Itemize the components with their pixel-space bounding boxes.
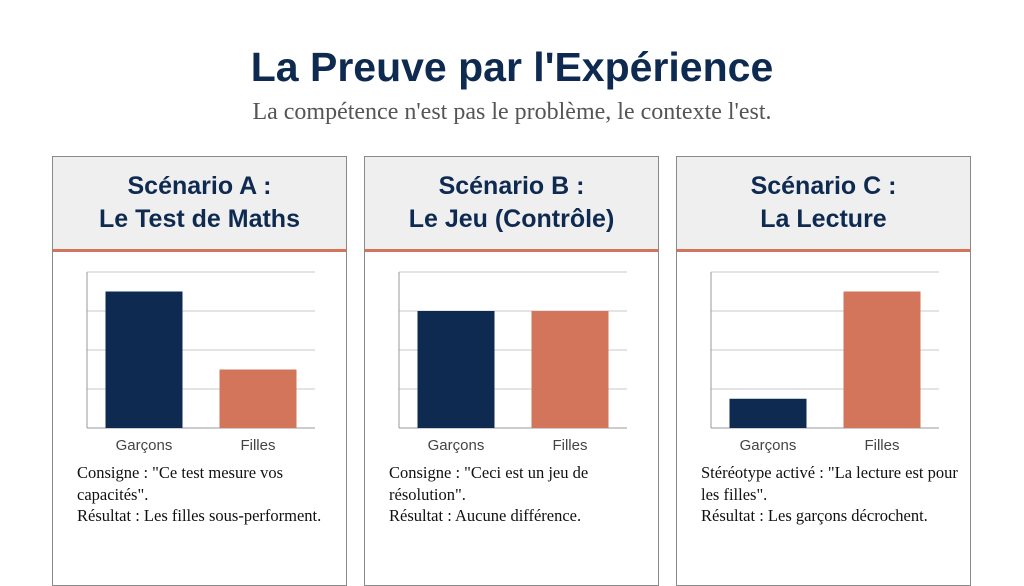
card-header: Scénario A : Le Test de Maths: [53, 157, 346, 252]
x-tick-label: Filles: [864, 437, 899, 454]
bar-chart-b: Garçons Filles: [398, 271, 627, 454]
x-tick-label: Filles: [240, 437, 275, 454]
bar-garcons: [105, 291, 183, 428]
card-heading-line2: Le Test de Maths: [99, 205, 300, 233]
scenario-card-b: Scénario B : Le Jeu (Contrôle) Garçons Fi…: [364, 156, 659, 586]
scenario-card-a: Scénario A : Le Test de Maths Garçons Fil…: [52, 156, 347, 586]
bar-filles: [843, 291, 921, 428]
page-subtitle: La compétence n'est pas le problème, le …: [252, 99, 772, 125]
card-heading-line2: Le Jeu (Contrôle): [408, 205, 615, 233]
caption-line2: Résultat : Les garçons décrochent.: [701, 506, 928, 525]
card-caption: Consigne : "Ceci est un jeu de résolutio…: [389, 462, 649, 527]
card-heading-line1: Scénario A :: [127, 172, 272, 200]
scenario-card-c: Scénario C : La Lecture Garçons Filles St…: [676, 156, 971, 586]
caption-line2: Résultat : Les filles sous-performent.: [77, 506, 322, 525]
bar-filles: [531, 311, 609, 428]
page-title: La Preuve par l'Expérience: [250, 44, 774, 90]
caption-line1: Consigne : "Ceci est un jeu de résolutio…: [389, 463, 589, 504]
x-tick-label: Filles: [552, 437, 587, 454]
caption-line1: Stéréotype activé : "La lecture est pour…: [701, 463, 958, 504]
card-heading-line2: La Lecture: [760, 205, 887, 233]
caption-line1: Consigne : "Ce test mesure vos capacités…: [77, 463, 284, 504]
card-heading-line1: Scénario C :: [750, 172, 897, 200]
x-tick-label: Garçons: [116, 437, 173, 454]
card-heading-line1: Scénario B :: [438, 172, 585, 200]
x-tick-label: Garçons: [428, 437, 485, 454]
card-header: Scénario C : La Lecture: [677, 157, 970, 252]
bar-chart-c: Garçons Filles: [710, 271, 939, 454]
x-tick-label: Garçons: [740, 437, 797, 454]
bar-garcons: [729, 398, 807, 428]
caption-line2: Résultat : Aucune différence.: [389, 506, 582, 525]
card-caption: Consigne : "Ce test mesure vos capacités…: [77, 462, 337, 527]
bar-filles: [219, 369, 297, 428]
bar-chart-a: Garçons Filles: [86, 271, 315, 454]
bar-garcons: [417, 311, 495, 428]
card-caption: Stéréotype activé : "La lecture est pour…: [701, 462, 961, 527]
card-header: Scénario B : Le Jeu (Contrôle): [365, 157, 658, 252]
